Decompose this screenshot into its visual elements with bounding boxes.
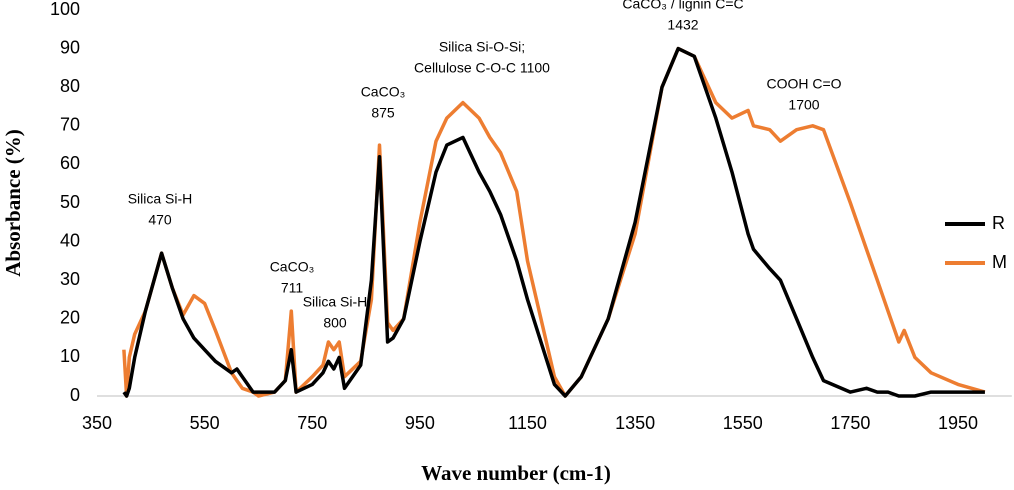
- series-line: [122, 46, 985, 398]
- x-tick-label: 1350: [615, 413, 655, 433]
- x-tick-label: 1550: [723, 413, 763, 433]
- y-tick-label: 70: [60, 115, 80, 135]
- x-tick-label: 1750: [830, 413, 870, 433]
- y-tick-label: 40: [60, 230, 80, 250]
- annotation: Silica Si-O-Si;: [439, 39, 525, 55]
- annotation: 1700: [788, 97, 819, 113]
- x-tick-label: 350: [82, 413, 112, 433]
- series-line: [122, 46, 986, 398]
- annotation: COOH C=O: [766, 76, 841, 92]
- annotation: CaCO₃: [270, 259, 315, 275]
- x-axis-title: Wave number (cm-1): [421, 461, 611, 485]
- y-tick-label: 90: [60, 37, 80, 57]
- x-tick-label: 1150: [508, 413, 547, 433]
- annotation: Silica Si-H: [128, 191, 193, 207]
- annotation: CaCO₃ / lignin C=C: [622, 0, 743, 12]
- y-tick-label: 80: [60, 76, 80, 96]
- annotation: CaCO₃: [361, 84, 406, 100]
- annotation: 1432: [667, 17, 698, 33]
- x-tick-label: 1950: [938, 413, 978, 433]
- y-tick-label: 100: [50, 0, 80, 19]
- legend-label: R: [992, 213, 1005, 233]
- y-tick-label: 20: [60, 308, 80, 328]
- y-tick-label: 50: [60, 192, 80, 212]
- y-tick-label: 30: [60, 269, 80, 289]
- x-tick-label: 950: [405, 413, 435, 433]
- annotation: 800: [323, 315, 347, 331]
- y-tick-label: 60: [60, 153, 80, 173]
- annotation: 711: [281, 280, 304, 296]
- annotation: Cellulose C-O-C 1100: [414, 60, 550, 76]
- annotation: 470: [148, 212, 172, 228]
- legend-label: M: [992, 252, 1007, 272]
- x-tick-label: 750: [297, 413, 327, 433]
- annotation: Silica Si-H: [303, 294, 368, 310]
- y-tick-label: 0: [70, 385, 80, 405]
- y-axis-title: Absorbance (%): [1, 129, 25, 277]
- y-tick-label: 10: [60, 346, 80, 366]
- annotation: 875: [371, 105, 395, 121]
- x-tick-label: 550: [190, 413, 220, 433]
